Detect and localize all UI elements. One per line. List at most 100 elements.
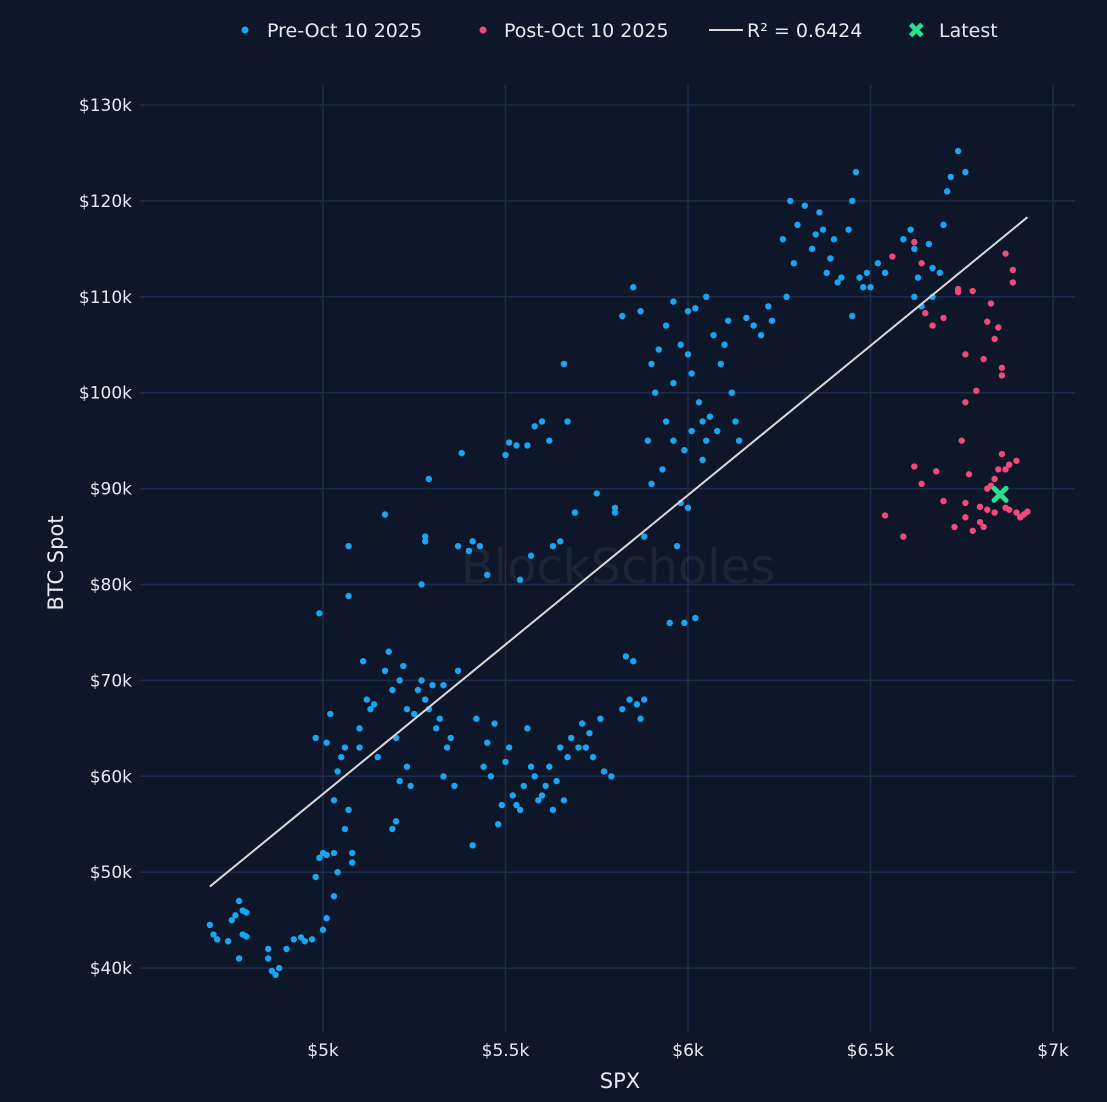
post-oct-point xyxy=(951,523,958,531)
pre-oct-point xyxy=(538,418,546,425)
pre-oct-point xyxy=(484,739,491,746)
legend-item-post[interactable]: Post-Oct 10 2025 xyxy=(479,20,669,42)
pre-oct-point xyxy=(356,725,363,732)
pre-oct-point xyxy=(407,782,414,790)
pre-oct-point xyxy=(308,936,316,943)
pre-oct-point xyxy=(619,312,626,320)
pre-oct-point xyxy=(659,466,666,473)
post-oct-point xyxy=(995,324,1002,331)
pre-oct-point xyxy=(418,677,425,684)
y-tick-label: $130k xyxy=(79,96,132,116)
pre-oct-point xyxy=(316,610,323,617)
pre-oct-point xyxy=(513,442,520,449)
pre-oct-point xyxy=(553,777,560,785)
post-oct-point xyxy=(998,364,1006,371)
pre-oct-point xyxy=(684,504,692,511)
pre-oct-point xyxy=(290,936,297,943)
pre-oct-point xyxy=(385,648,392,655)
pre-oct-point xyxy=(312,873,319,881)
pre-oct-point xyxy=(476,542,484,550)
legend-marker-post xyxy=(479,26,487,34)
pre-oct-point xyxy=(695,399,703,406)
pre-oct-point xyxy=(524,442,531,449)
pre-oct-point xyxy=(389,686,396,694)
pre-oct-point xyxy=(432,725,440,732)
pre-oct-point xyxy=(692,305,699,312)
pre-oct-point xyxy=(834,279,841,286)
post-oct-point xyxy=(995,466,1002,473)
pre-oct-point xyxy=(714,427,721,435)
pre-oct-point xyxy=(735,437,743,444)
x-axis-ticks: $5k $5.5k $6k $6.5k $7k xyxy=(307,1041,1069,1061)
pre-oct-point xyxy=(721,341,728,348)
post-oct-point xyxy=(991,509,998,516)
pre-oct-point xyxy=(943,188,951,195)
legend: Pre-Oct 10 2025 Post-Oct 10 2025 R² = 0.… xyxy=(241,19,998,44)
pre-oct-point xyxy=(429,681,436,689)
pre-oct-point xyxy=(911,245,918,253)
pre-oct-point xyxy=(557,538,564,545)
pre-oct-point xyxy=(710,331,717,339)
pre-oct-point xyxy=(611,504,619,511)
pre-oct-point xyxy=(440,773,447,780)
pre-oct-point xyxy=(881,269,889,277)
pre-oct-point xyxy=(396,677,403,684)
pre-oct-point xyxy=(454,667,462,675)
pre-oct-point xyxy=(849,197,856,205)
pre-oct-point xyxy=(578,720,586,727)
x-tick-label: $7k xyxy=(1037,1041,1069,1061)
pre-oct-point xyxy=(272,971,279,979)
pre-oct-point xyxy=(673,542,681,550)
pre-oct-point xyxy=(546,437,553,444)
pre-oct-point xyxy=(316,854,323,862)
post-oct-point xyxy=(889,253,896,260)
pre-oct-point xyxy=(651,389,659,396)
x-tick-label: $6.5k xyxy=(847,1041,895,1061)
legend-item-latest[interactable]: ✖ Latest xyxy=(907,19,998,44)
pre-oct-point xyxy=(276,964,283,972)
pre-oct-point xyxy=(630,284,637,291)
post-oct-point xyxy=(929,322,936,329)
pre-oct-point xyxy=(794,221,801,229)
pre-oct-point xyxy=(765,303,772,310)
pre-oct-point xyxy=(622,653,630,660)
post-oct-point xyxy=(962,514,969,521)
pre-oct-point xyxy=(936,269,944,277)
pre-oct-point xyxy=(516,806,524,814)
pre-oct-point xyxy=(670,437,677,444)
pre-oct-point xyxy=(681,447,688,454)
pre-oct-point xyxy=(243,909,250,916)
pre-oct-point xyxy=(235,897,243,905)
y-tick-label: $50k xyxy=(90,863,132,883)
legend-label-post: Post-Oct 10 2025 xyxy=(504,20,669,42)
pre-oct-point xyxy=(487,773,495,780)
pre-oct-point xyxy=(549,542,557,550)
pre-oct-point xyxy=(662,322,670,329)
pre-oct-point xyxy=(874,260,881,267)
pre-oct-point xyxy=(213,936,221,943)
post-oct-point xyxy=(940,497,947,505)
pre-oct-point xyxy=(750,322,757,329)
legend-item-pre[interactable]: Pre-Oct 10 2025 xyxy=(241,20,423,42)
pre-oct-point xyxy=(863,269,871,277)
pre-oct-point xyxy=(422,696,429,703)
pre-oct-point xyxy=(330,849,338,857)
pre-oct-point xyxy=(648,360,655,368)
x-tick-label: $5.5k xyxy=(482,1041,530,1061)
pre-oct-point xyxy=(509,792,516,799)
legend-item-fit[interactable]: R² = 0.6424 xyxy=(709,20,862,42)
pre-oct-point xyxy=(451,782,458,790)
pre-oct-point xyxy=(502,758,509,766)
pre-oct-point xyxy=(838,274,845,281)
latest-marker xyxy=(991,485,1009,503)
pre-oct-point xyxy=(465,547,473,555)
pre-oct-point xyxy=(422,538,429,545)
post-oct-point xyxy=(980,523,987,531)
pre-oct-point xyxy=(535,797,542,804)
pre-oct-point xyxy=(425,475,433,483)
pre-oct-point xyxy=(516,576,524,583)
post-oct-point xyxy=(973,387,980,394)
post-oct-point xyxy=(969,527,976,534)
pre-oct-point xyxy=(323,739,330,746)
pre-oct-point xyxy=(513,801,520,809)
